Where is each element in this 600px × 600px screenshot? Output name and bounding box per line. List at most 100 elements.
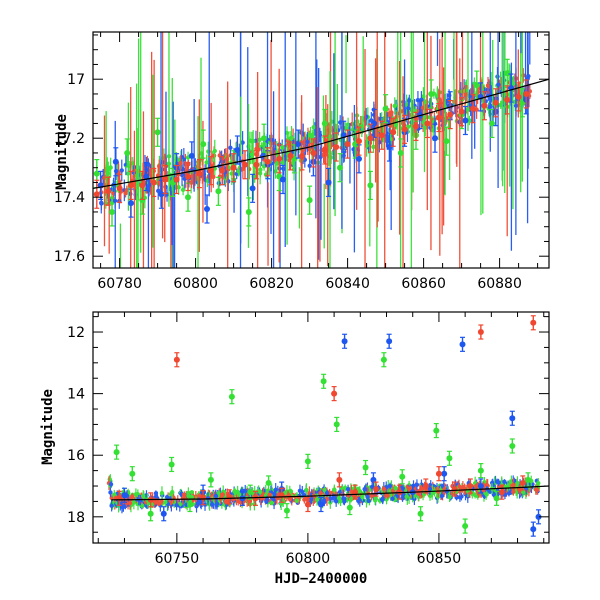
top-series-3-point <box>230 164 237 171</box>
top-series-1-point <box>124 149 131 156</box>
top-series-1-point <box>382 105 389 112</box>
bottom-series-1-point <box>433 427 440 434</box>
bottom-series-3-point <box>519 479 526 486</box>
bottom-series-1-point <box>362 464 369 471</box>
top-series-2-point <box>249 185 256 192</box>
bottom-series-1-point <box>417 510 424 517</box>
top-series-3-point <box>276 155 283 162</box>
top-series-3-point <box>356 138 362 145</box>
top-series-3-point <box>299 152 305 159</box>
top-series-3-point <box>378 132 385 139</box>
bottom-series-3-point <box>173 356 180 363</box>
bottom-y-tick-label: 14 <box>67 387 85 403</box>
bottom-series-2-point <box>459 341 466 348</box>
top-series-3-point <box>458 108 465 115</box>
bottom-series-1-point <box>129 470 136 477</box>
bottom-series-3-point <box>451 486 458 493</box>
top-series-1-point <box>428 90 435 97</box>
top-series-3-point <box>242 161 248 168</box>
bottom-series-3-point <box>467 483 474 490</box>
bottom-x-axis-label: HJD−2400000 <box>275 571 368 587</box>
bottom-trend-line <box>111 485 549 501</box>
top-series-3-point <box>435 114 442 121</box>
bottom-series-1-point <box>333 421 340 428</box>
bottom-series-2-point <box>477 483 484 490</box>
bottom-series-3-point <box>530 319 537 326</box>
top-series-2-point <box>112 158 119 165</box>
top-series-2-point <box>295 141 302 148</box>
top-series-1-point <box>139 197 146 204</box>
bottom-series-3-point <box>352 489 359 496</box>
bottom-series-1-point <box>283 507 290 514</box>
top-series-3-point <box>310 149 317 156</box>
bottom-series-1-point <box>509 442 516 449</box>
top-series-1-point <box>261 135 267 142</box>
top-series-3-point <box>424 120 431 127</box>
bottom-series-1-point <box>462 523 469 530</box>
top-series-3-point <box>492 99 499 106</box>
top-panel: 60780 60800 60820 60840 60860 60880 17 17.2 17.4… <box>54 31 550 292</box>
top-series-1-point <box>321 120 328 127</box>
top-x-tick-label: 60860 <box>401 276 446 292</box>
top-series-1-point <box>200 141 207 148</box>
top-series-1-point <box>367 182 374 189</box>
bottom-series-1-point <box>446 455 453 462</box>
bottom-series-3-point <box>304 501 311 508</box>
top-series-3-point <box>207 167 214 174</box>
bottom-series-3-point <box>252 495 259 502</box>
top-series-3-point <box>447 111 454 118</box>
bottom-series-3-point <box>435 470 442 477</box>
top-y-axis-label: Magnitude <box>54 114 70 190</box>
bottom-series-1-point <box>525 476 532 483</box>
top-series-1-point <box>473 82 480 89</box>
top-series-1-point <box>504 70 511 77</box>
top-series-1-point <box>337 164 343 171</box>
top-series-2-point <box>462 117 469 124</box>
top-series-3-point <box>116 185 123 192</box>
top-series-2-point <box>371 120 378 127</box>
bottom-series-1-point <box>228 393 235 400</box>
bottom-series-2-point <box>530 526 537 533</box>
bottom-series-1-point <box>477 467 484 474</box>
top-series-3-point <box>93 191 100 198</box>
top-series-2-point <box>280 176 286 183</box>
top-series-2-point <box>234 147 241 153</box>
top-series-3-point <box>515 93 522 100</box>
bottom-x-tick-label: 60800 <box>286 551 331 567</box>
bottom-series-3-point <box>477 329 484 336</box>
top-series-2-point <box>143 173 150 180</box>
top-series-3-point <box>162 176 169 183</box>
top-series-3-point <box>321 147 328 153</box>
bottom-y-axis-label: Magnitude <box>40 389 56 465</box>
bottom-series-2-point <box>370 476 377 483</box>
top-series-3-point <box>139 182 146 189</box>
top-series-3-point <box>413 123 419 130</box>
bottom-series-1-point <box>493 495 500 502</box>
bottom-series-1-point <box>113 449 120 456</box>
bottom-y-tick-label: 16 <box>67 448 85 464</box>
top-y-tick-label: 17.4 <box>54 190 85 206</box>
bottom-series-1 <box>113 352 532 534</box>
bottom-series-1-point <box>346 504 353 511</box>
top-series-3 <box>93 79 530 209</box>
top-x-tick-label: 60880 <box>477 276 522 292</box>
top-series-1-point <box>185 194 191 201</box>
bottom-series-2 <box>121 333 542 537</box>
top-x-tick-label: 60840 <box>325 276 370 292</box>
bottom-series-3-point <box>200 494 207 501</box>
bottom-series-1-point <box>399 473 406 480</box>
bottom-series-2-point <box>509 415 516 422</box>
top-series-2-point <box>158 191 165 198</box>
bottom-series-1-point <box>304 458 311 465</box>
top-x-tick-label: 60800 <box>173 276 218 292</box>
bottom-series-1-point <box>265 479 272 486</box>
bottom-series-3-point <box>422 483 429 490</box>
top-series-3-point <box>185 173 191 180</box>
top-series-3-point <box>367 135 374 142</box>
top-series-3-point <box>105 188 112 195</box>
bottom-series-1-point <box>207 476 214 483</box>
bottom-series-1-point <box>186 501 193 508</box>
top-plot-frame <box>92 31 550 269</box>
top-series-1-point <box>109 208 115 215</box>
bottom-series-1-point <box>320 378 327 385</box>
